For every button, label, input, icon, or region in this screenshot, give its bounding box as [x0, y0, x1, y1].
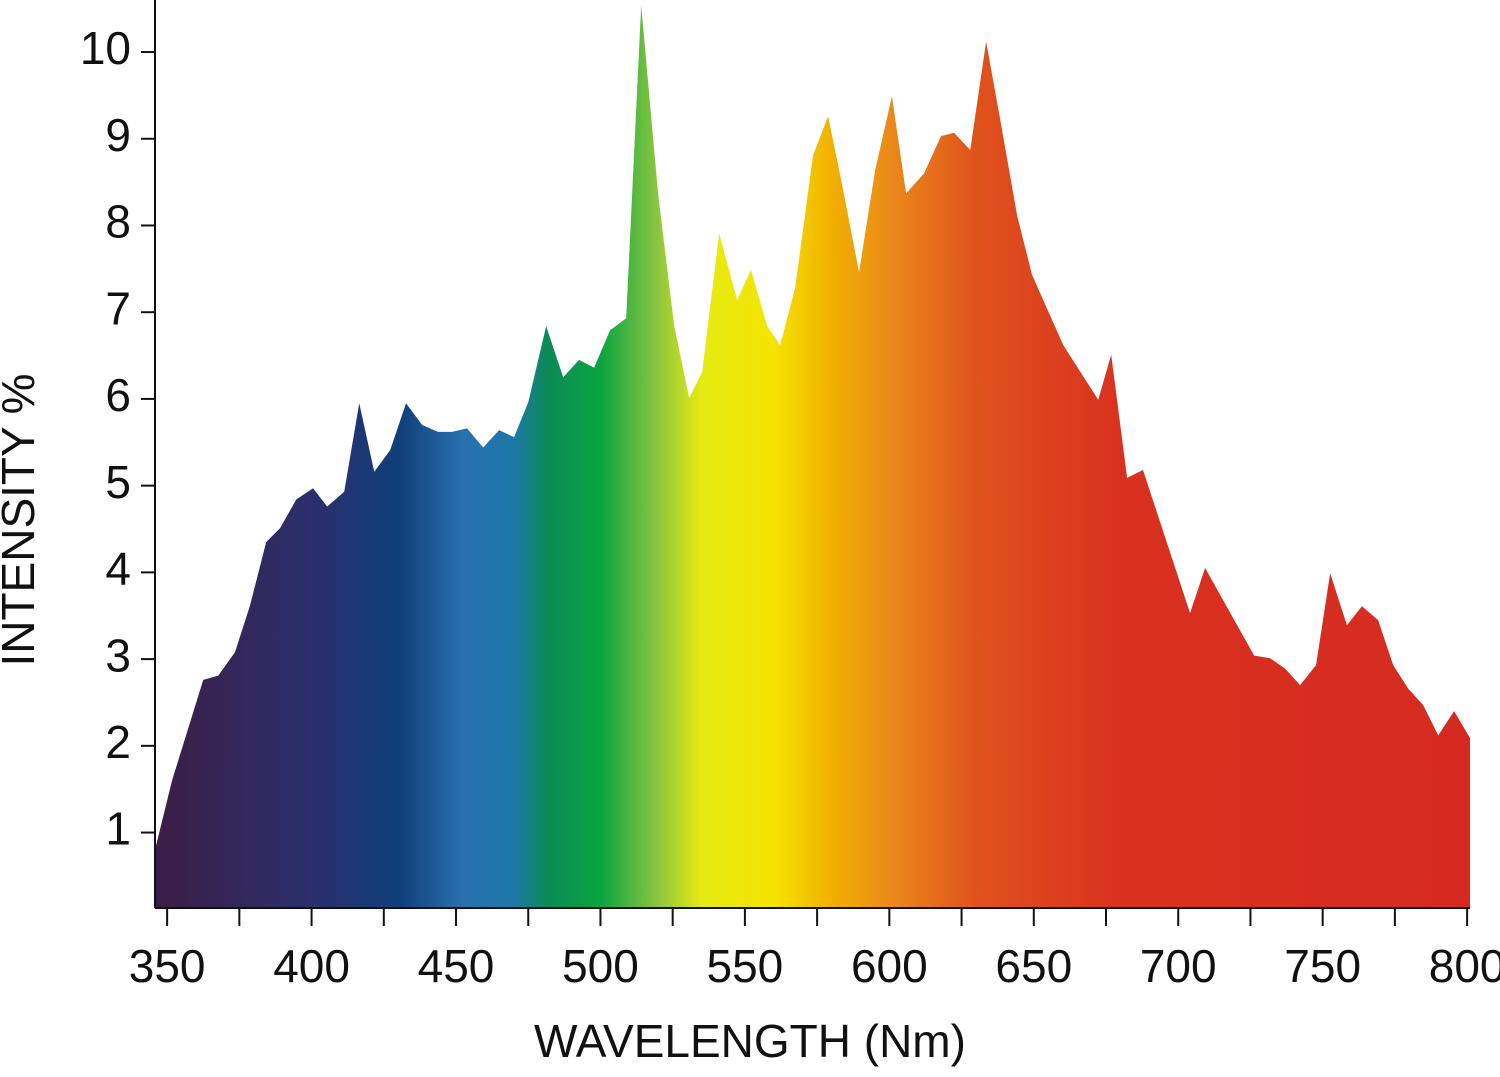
y-tick-label: 10: [80, 22, 131, 74]
y-tick-label: 5: [105, 456, 131, 508]
x-tick-label: 350: [129, 940, 206, 992]
x-tick-label: 600: [851, 940, 928, 992]
y-axis-title: INTENSITY %: [0, 373, 44, 666]
y-tick-label: 8: [105, 196, 131, 248]
y-tick-label: 2: [105, 716, 131, 768]
x-axis-title: WAVELENGTH (Nm): [534, 1015, 966, 1067]
y-tick-label: 4: [105, 543, 131, 595]
y-tick-label: 7: [105, 282, 131, 334]
y-tick-label: 3: [105, 629, 131, 681]
x-tick-label: 400: [273, 940, 350, 992]
x-tick-label: 550: [707, 940, 784, 992]
y-tick-label: 9: [105, 109, 131, 161]
x-tick-label: 450: [418, 940, 495, 992]
x-tick-label: 800: [1429, 940, 1500, 992]
x-tick-label: 500: [562, 940, 639, 992]
y-tick-label: 6: [105, 369, 131, 421]
x-tick-label: 650: [995, 940, 1072, 992]
y-tick-label: 1: [105, 803, 131, 855]
x-tick-label: 750: [1284, 940, 1361, 992]
x-tick-label: 700: [1140, 940, 1217, 992]
spectrum-area: [155, 5, 1470, 909]
